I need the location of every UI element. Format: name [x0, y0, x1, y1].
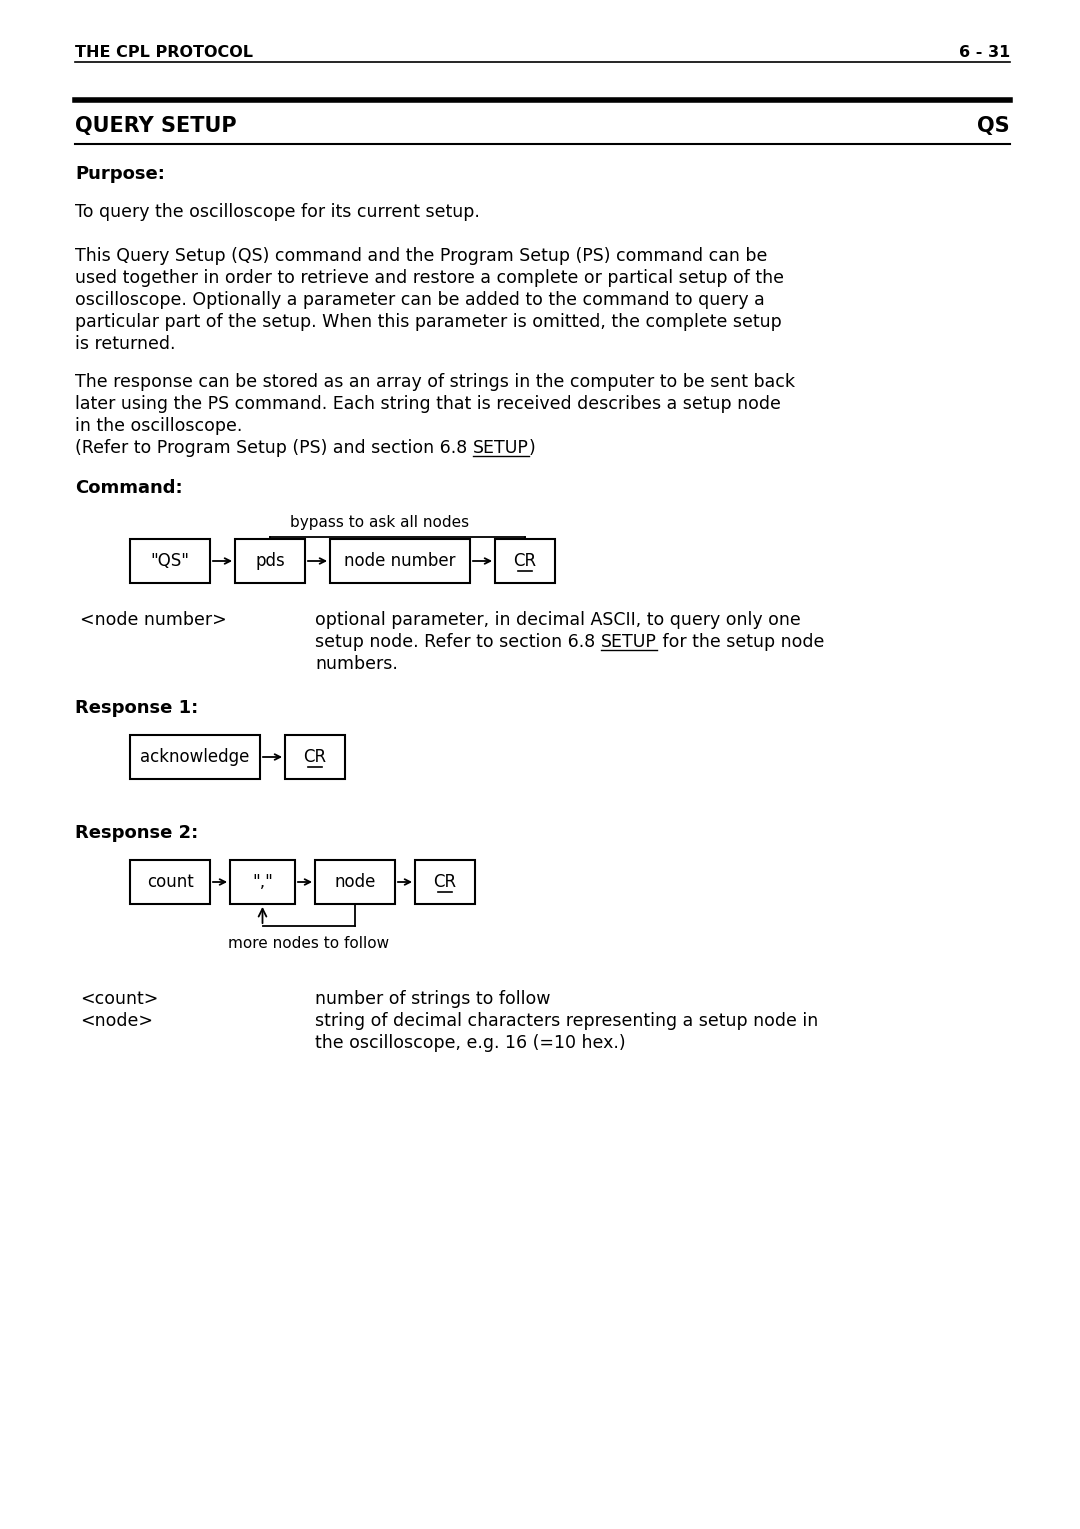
Bar — [495, 540, 555, 583]
Bar — [130, 859, 210, 904]
Bar — [230, 859, 295, 904]
Text: particular part of the setup. When this parameter is omitted, the complete setup: particular part of the setup. When this … — [75, 313, 782, 330]
Text: setup node. Refer to section 6.8: setup node. Refer to section 6.8 — [315, 633, 600, 651]
Text: string of decimal characters representing a setup node in: string of decimal characters representin… — [315, 1012, 819, 1031]
Text: CR: CR — [513, 552, 537, 570]
Text: bypass to ask all nodes: bypass to ask all nodes — [291, 515, 470, 531]
Bar — [415, 859, 475, 904]
Bar — [130, 540, 210, 583]
Text: number of strings to follow: number of strings to follow — [315, 989, 551, 1008]
Bar — [330, 540, 470, 583]
Text: THE CPL PROTOCOL: THE CPL PROTOCOL — [75, 44, 253, 60]
Text: QUERY SETUP: QUERY SETUP — [75, 116, 237, 136]
Text: <count>: <count> — [80, 989, 159, 1008]
Text: node: node — [335, 873, 376, 891]
Text: Response 1:: Response 1: — [75, 699, 199, 717]
Text: later using the PS command. Each string that is received describes a setup node: later using the PS command. Each string … — [75, 394, 781, 413]
Text: count: count — [147, 873, 193, 891]
Text: more nodes to follow: more nodes to follow — [228, 936, 389, 951]
Text: Response 2:: Response 2: — [75, 824, 199, 842]
Text: Purpose:: Purpose: — [75, 165, 165, 183]
Bar — [285, 735, 345, 778]
Text: pds: pds — [255, 552, 285, 570]
Bar — [235, 540, 305, 583]
Text: in the oscilloscope.: in the oscilloscope. — [75, 417, 242, 434]
Text: oscilloscope. Optionally a parameter can be added to the command to query a: oscilloscope. Optionally a parameter can… — [75, 291, 765, 309]
Text: This Query Setup (QS) command and the Program Setup (PS) command can be: This Query Setup (QS) command and the Pr… — [75, 248, 768, 265]
Text: ",": "," — [252, 873, 273, 891]
Bar — [130, 735, 260, 778]
Text: is returned.: is returned. — [75, 335, 175, 353]
Text: numbers.: numbers. — [315, 654, 397, 673]
Text: <node number>: <node number> — [80, 612, 227, 628]
Text: node number: node number — [345, 552, 456, 570]
Text: CR: CR — [433, 873, 457, 891]
Text: CR: CR — [303, 748, 326, 766]
Text: 6 - 31: 6 - 31 — [959, 44, 1010, 60]
Bar — [315, 859, 395, 904]
Text: Command:: Command: — [75, 479, 183, 497]
Text: optional parameter, in decimal ASCII, to query only one: optional parameter, in decimal ASCII, to… — [315, 612, 800, 628]
Text: The response can be stored as an array of strings in the computer to be sent bac: The response can be stored as an array o… — [75, 373, 795, 391]
Text: (Refer to Program Setup (PS) and section 6.8: (Refer to Program Setup (PS) and section… — [75, 439, 473, 457]
Text: SETUP: SETUP — [600, 633, 657, 651]
Text: To query the oscilloscope for its current setup.: To query the oscilloscope for its curren… — [75, 203, 480, 222]
Text: <node>: <node> — [80, 1012, 153, 1031]
Text: ): ) — [528, 439, 536, 457]
Text: SETUP: SETUP — [473, 439, 528, 457]
Text: QS: QS — [977, 116, 1010, 136]
Text: for the setup node: for the setup node — [657, 633, 824, 651]
Text: the oscilloscope, e.g. 16 (=10 hex.): the oscilloscope, e.g. 16 (=10 hex.) — [315, 1034, 625, 1052]
Text: acknowledge: acknowledge — [140, 748, 249, 766]
Text: "QS": "QS" — [150, 552, 189, 570]
Text: used together in order to retrieve and restore a complete or partical setup of t: used together in order to retrieve and r… — [75, 269, 784, 287]
